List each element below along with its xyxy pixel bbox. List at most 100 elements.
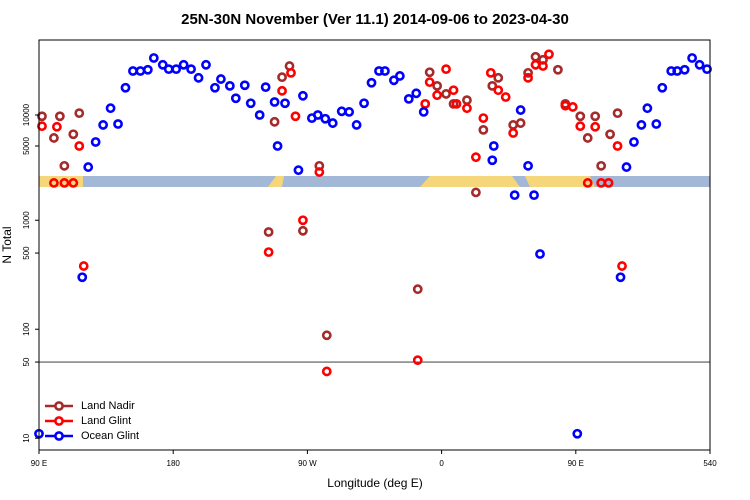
legend-label: Ocean Glint [81,430,139,442]
data-point [636,120,647,130]
data-point [441,89,451,99]
data-point [529,190,539,201]
data-point [424,77,435,88]
data-point [77,272,88,283]
data-point [320,113,331,124]
data-point [575,111,586,122]
data-point [487,80,498,91]
data-point [694,59,705,70]
data-point [412,355,423,366]
x-tick-label: 0 [439,459,444,468]
data-point [74,108,85,119]
data-point [321,330,332,341]
y-tick-label: 10000 [22,103,31,126]
data-point [582,178,593,188]
data-point [394,71,405,81]
data-point [49,133,59,143]
data-point [272,141,283,151]
data-point [485,67,496,78]
data-point [321,366,332,377]
data-point [432,80,443,91]
data-point [312,110,323,120]
data-point [293,165,304,176]
data-point [500,92,511,102]
data-point [59,178,70,188]
data-point [186,64,196,75]
data-point [470,152,481,163]
y-tick-label: 1000 [22,211,31,229]
x-tick-label: 180 [167,459,181,468]
data-point [263,247,274,258]
data-point [424,67,435,78]
data-point [582,133,593,143]
data-point [224,80,235,91]
data-point [493,72,504,83]
data-point [523,72,533,83]
land [268,176,284,187]
data-point [298,215,308,226]
data-point [269,116,280,127]
data-point [178,59,189,70]
data-point [113,119,123,129]
data-point [327,118,338,128]
data-point [432,90,443,101]
data-point [49,178,59,188]
plot-frame [38,39,711,451]
data-point [83,162,94,172]
data-point [621,162,632,172]
data-point [298,90,308,101]
data-point [544,49,554,60]
data-point [51,121,62,132]
data-point [263,227,274,237]
data-point [478,124,489,135]
y-tick-label: 50 [22,357,31,366]
data-point [651,119,662,129]
x-tick-label: 540 [703,459,717,468]
data-point [515,105,526,115]
data-point [629,137,639,147]
data-point [515,118,526,128]
data-point [388,75,399,86]
data-point [280,98,290,109]
data-point [657,82,668,93]
data-point [535,249,545,259]
data-point [687,53,698,63]
data-point [572,428,583,439]
data-point [679,64,690,75]
data-point [412,284,423,295]
data-point [441,64,451,75]
data-point [380,66,390,76]
data-point [596,160,607,171]
data-point [148,53,159,63]
data-point [523,160,533,171]
data-point [298,225,308,236]
data-point [509,190,520,201]
data-point [171,64,182,75]
data-point [538,61,548,71]
data-point [201,59,211,70]
legend-label: Land Nadir [81,400,135,412]
data-point [590,121,601,132]
data-point [37,111,47,122]
x-tick-label: 90 W [298,459,317,468]
plot-area [39,40,710,450]
data-point [239,80,250,91]
y-tick-label: 100 [22,322,31,336]
data-point [612,108,623,119]
data-point [90,137,101,147]
data-point [359,98,369,109]
data-point [68,178,79,188]
data-point [575,121,586,132]
data-point [612,141,623,151]
data-point [508,128,519,138]
data-point [590,111,601,122]
x-axis-label: Longitude (deg E) [327,476,422,490]
data-point [277,72,287,83]
data-point [411,88,422,99]
ocean [39,176,710,187]
data-point [702,64,712,75]
data-point [366,77,377,88]
data-point [615,272,626,283]
data-point [78,261,89,271]
